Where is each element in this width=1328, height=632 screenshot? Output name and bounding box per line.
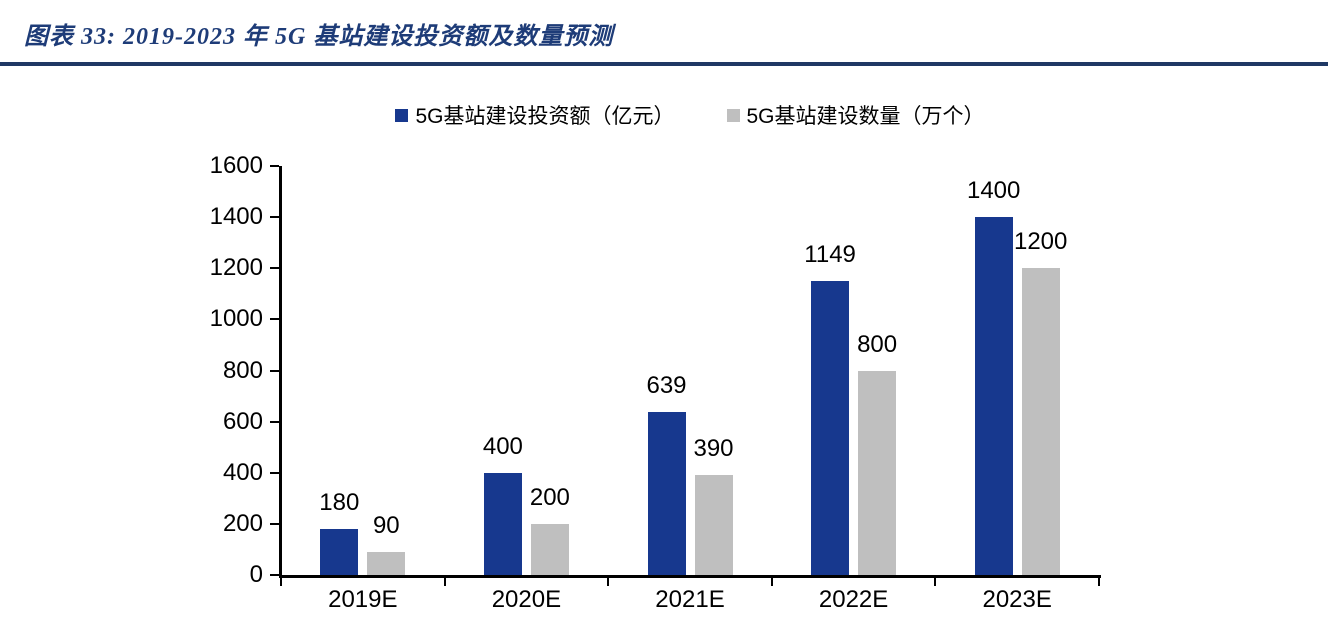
- bar-value-label: 1200: [1013, 228, 1068, 256]
- title-rule: [0, 62, 1328, 66]
- x-axis-line: [279, 575, 1101, 578]
- bar-value-label: 800: [857, 330, 898, 358]
- x-axis-category-label: 2020E: [491, 586, 562, 613]
- bar-value-label: 200: [529, 483, 570, 511]
- y-axis-line: [279, 166, 282, 578]
- x-axis-category-label: 2019E: [328, 586, 398, 613]
- bar-2019E-series-0: [320, 528, 359, 575]
- y-axis-tick-label: 600: [222, 407, 263, 435]
- y-axis-tick: [270, 216, 279, 219]
- bar-value-label: 639: [646, 371, 687, 399]
- bar-value-label: 390: [693, 435, 734, 463]
- x-axis-tick: [934, 578, 937, 586]
- bar-2023E-series-0: [974, 217, 1013, 575]
- chart-legend: 5G基站建设投资额（亿元） 5G基站建设数量（万个）: [281, 100, 1099, 130]
- bar-2023E-series-1: [1021, 268, 1060, 575]
- y-axis-tick-label: 1000: [209, 305, 263, 333]
- x-axis-category-label: 2022E: [818, 586, 889, 613]
- legend-swatch-icon: [726, 108, 740, 122]
- y-axis-tick: [270, 369, 279, 372]
- bar-value-label: 400: [482, 432, 523, 460]
- bar-value-label: 1149: [804, 241, 856, 269]
- y-axis-tick: [270, 318, 279, 321]
- x-axis-tick: [280, 578, 282, 586]
- bar-value-label: 180: [319, 488, 360, 516]
- x-axis-category-label: 2023E: [982, 586, 1052, 613]
- x-axis-category-label: 2021E: [655, 586, 725, 613]
- y-axis-tick: [270, 267, 279, 270]
- bar-2022E-series-0: [811, 281, 850, 575]
- bar-value-label: 1400: [966, 177, 1021, 205]
- bar-2020E-series-1: [530, 523, 569, 575]
- legend-label: 5G基站建设数量（万个）: [746, 105, 985, 128]
- x-axis-tick: [443, 578, 446, 586]
- y-axis-tick-label: 1400: [209, 203, 263, 231]
- y-axis-tick: [270, 522, 279, 525]
- x-axis-tick: [770, 578, 773, 586]
- y-axis-tick-label: 1600: [209, 152, 263, 179]
- bar-value-label: 90: [372, 511, 400, 539]
- y-axis-tick: [270, 471, 279, 474]
- bar-2019E-series-1: [367, 551, 406, 575]
- y-axis-tick-label: 0: [249, 561, 263, 588]
- legend-swatch-icon: [395, 108, 409, 122]
- bar-2021E-series-0: [647, 411, 686, 575]
- legend-item-series-0: 5G基站建设投资额（亿元）: [395, 100, 675, 130]
- bar-2022E-series-1: [858, 370, 897, 575]
- y-axis-tick: [270, 165, 279, 167]
- bar-2021E-series-1: [694, 475, 733, 575]
- y-axis-tick-label: 1200: [209, 254, 263, 282]
- bar-2020E-series-0: [483, 472, 522, 575]
- y-axis-tick-label: 400: [222, 458, 263, 486]
- y-axis-tick: [270, 574, 279, 576]
- x-axis-tick: [1098, 578, 1100, 586]
- y-axis-tick-label: 200: [222, 509, 263, 537]
- legend-label: 5G基站建设投资额（亿元）: [415, 105, 675, 128]
- figure-title: 图表 33: 2019-2023 年 5G 基站建设投资额及数量预测: [24, 24, 614, 50]
- x-axis-tick: [607, 578, 610, 586]
- y-axis-tick-label: 800: [222, 356, 263, 384]
- legend-item-series-1: 5G基站建设数量（万个）: [726, 100, 985, 130]
- y-axis-tick: [270, 420, 279, 423]
